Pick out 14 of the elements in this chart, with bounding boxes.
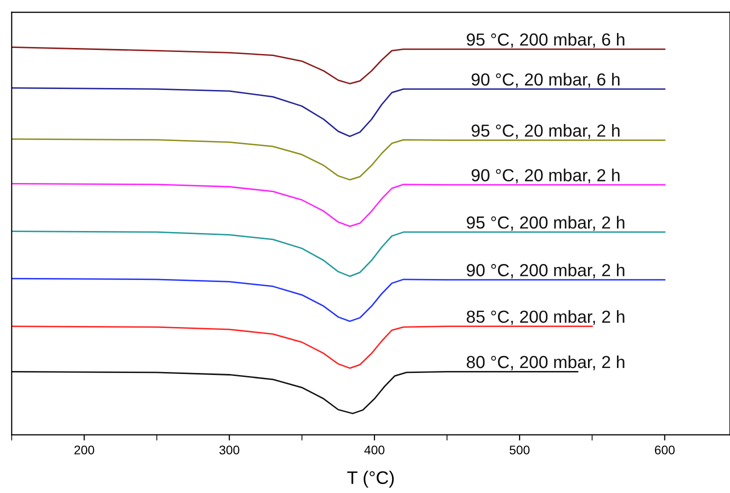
x-tick-label: 200 [74,446,94,454]
series-label: 90 °C, 20 mbar, 6 h [472,72,620,88]
series-label: 85 °C, 200 mbar, 2 h [466,310,624,325]
x-tick-label: 500 [510,446,530,454]
x-axis-title: T (°C) [347,470,394,488]
series-label: 95 °C, 200 mbar, 2 h [466,216,624,231]
x-tick-label: 400 [364,446,384,454]
series-label: 90 °C, 20 mbar, 2 h [472,168,620,184]
series-label: 95 °C, 20 mbar, 2 h [472,124,620,139]
x-tick-label: 600 [654,446,675,454]
series-label: 80 °C, 200 mbar, 2 h [466,355,624,370]
x-tick-label: 300 [219,446,240,454]
series-label: 90 °C, 200 mbar, 2 h [466,264,624,278]
series-label: 95 °C, 200 mbar, 6 h [466,32,624,48]
